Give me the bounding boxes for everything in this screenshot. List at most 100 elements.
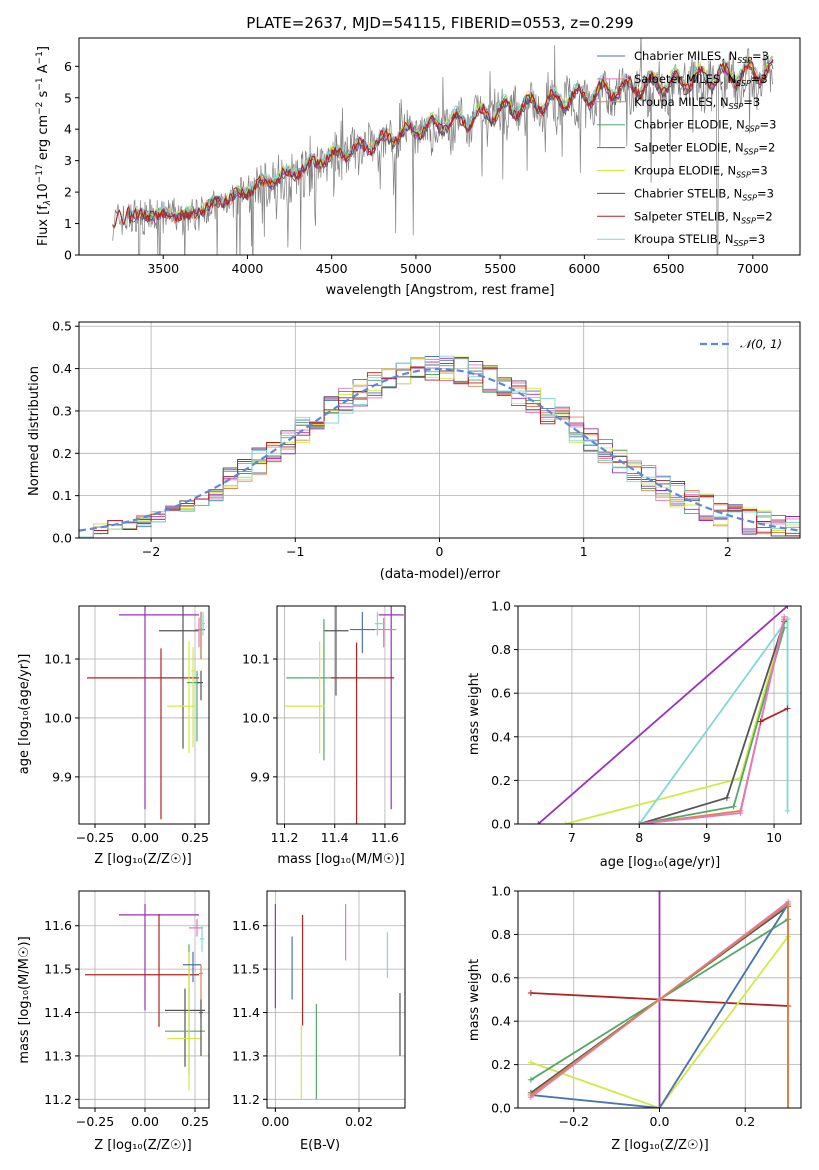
- y-tick-label: 0.4: [52, 361, 72, 376]
- x-tick-label: 0.25: [181, 1114, 209, 1129]
- y-tick-label: 0.6: [491, 970, 511, 985]
- axes-frame: [276, 605, 406, 825]
- x-tick-label: 0.00: [131, 830, 159, 845]
- x-tick-label: −0.2: [559, 1114, 589, 1129]
- x-tick-label: 0: [436, 544, 444, 559]
- y-tick-label: 10.1: [44, 652, 72, 667]
- axes-frame: [78, 890, 210, 1109]
- z-mass-ylabel: mass [log₁₀(M/M☉)]: [17, 936, 32, 1063]
- y-tick-label: 0.0: [491, 1101, 511, 1116]
- z-weight-line-kroupa_miles: [530, 902, 789, 1108]
- legend-label-sub: SSP: [744, 148, 759, 157]
- legend-label-main: Kroupa ELODIE, N: [634, 164, 736, 178]
- y-tick-label: 11.6: [44, 918, 72, 933]
- z-age-ylabel: age [log₁₀(age/yr)]: [17, 654, 32, 775]
- y-tick-label: 11.6: [232, 918, 260, 933]
- x-tick-label: 0.2: [735, 1114, 755, 1129]
- legend-label-sub: SSP: [741, 216, 756, 225]
- legend-label-main: Kroupa MILES, N: [634, 95, 729, 109]
- legend-label-main: Kroupa STELIB, N: [634, 232, 734, 246]
- legend-label-salpeter_stelib: Salpeter STELIB, NSSP=2: [634, 209, 773, 225]
- y-tick-label: 1.0: [491, 884, 511, 899]
- y-tick-label: 4: [64, 122, 72, 137]
- legend-label-kroupa_elodie: Kroupa ELODIE, NSSP=3: [634, 164, 768, 180]
- age-massweight-ylabel: mass weight: [467, 673, 482, 755]
- plot-area: [274, 904, 401, 1100]
- z-weight-line-kroupa_elodie: [530, 936, 789, 1108]
- legend-label-main: Salpeter ELODIE, N: [634, 141, 744, 155]
- y-tick-label: 9.9: [52, 769, 72, 784]
- axes-frame: [266, 890, 406, 1109]
- axes-frame: [517, 890, 802, 1109]
- legend-label-sub: SSP: [737, 56, 752, 65]
- y-tick-label: 0.1: [52, 488, 72, 503]
- mass-age-plot: 11.2 11.4 11.6 9.9 10.0 10.1: [242, 605, 406, 845]
- x-tick-label: −2: [142, 544, 160, 559]
- z-age-plot: −0.25 0.00 0.25 9.9 10.0 10.1: [44, 605, 210, 845]
- y-tick-label: 11.2: [232, 1092, 260, 1107]
- x-tick-label: −0.25: [76, 830, 114, 845]
- y-tick-label: 0.2: [491, 1057, 511, 1072]
- spectrum-xlabel: wavelength [Angstrom, rest frame]: [326, 283, 555, 298]
- x-tick-label: 0.02: [345, 1114, 373, 1129]
- x-tick-label: −1: [286, 544, 304, 559]
- x-tick-label: 8: [635, 830, 643, 845]
- y-tick-label: 0.4: [491, 729, 511, 744]
- y-tick-label: 10.1: [242, 652, 270, 667]
- plot-area: [112, 38, 774, 255]
- legend-label-kroupa_miles: Kroupa MILES, NSSP=3: [634, 95, 760, 111]
- axes-frame: [78, 321, 801, 539]
- y-tick-label: 0.2: [491, 773, 511, 788]
- y-tick-label: 11.5: [44, 962, 72, 977]
- legend-label-salpeter_miles: Salpeter MILES, NSSP=3: [634, 72, 768, 88]
- y-tick-label: 11.3: [232, 1048, 260, 1063]
- spectrum-ylabel: Flux [fλ10−17 erg cm−2 s−1 A−1]: [35, 46, 53, 246]
- mass-age-xlabel: mass [log₁₀(M/M☉)]: [277, 852, 404, 867]
- x-tick-label: 6000: [568, 261, 600, 276]
- y-tick-label: 10.0: [44, 710, 72, 725]
- x-tick-label: −0.25: [76, 1114, 114, 1129]
- y-tick-label: 0.4: [491, 1014, 511, 1029]
- z-mass-plot: −0.25 0.00 0.25 11.2 11.3 11.4 11.5 11.6: [44, 890, 210, 1129]
- residual-ylabel: Normed distribution: [27, 366, 42, 496]
- axes-frame: [517, 605, 802, 825]
- spectrum-plot: 3500 4000 4500 5000 5500 6000 6500 7000 0 1 2 3 4 5 6 C…: [64, 37, 801, 276]
- x-tick-label: 11.2: [271, 830, 299, 845]
- legend-label-tail: =3: [751, 164, 768, 178]
- y-tick-label: 0.8: [491, 642, 511, 657]
- legend-label-sub: SSP: [729, 102, 744, 111]
- z-massweight-ylabel: mass weight: [467, 959, 482, 1041]
- z-weight-line-chabrier_miles: [530, 903, 789, 1108]
- ebv-mass-xlabel: E(B-V): [300, 1138, 340, 1153]
- y-tick-label: 11.4: [232, 1005, 260, 1020]
- residual-plot: −2 −1 0 1 2 0.0 0.1 0.2 0.3 0.4 0.5 𝒩(0, 1): [52, 319, 801, 559]
- legend-label-chabrier_elodie: Chabrier ELODIE, NSSP=3: [634, 118, 776, 134]
- legend-label-sub: SSP: [742, 193, 757, 202]
- legend-label-chabrier_miles: Chabrier MILES, NSSP=3: [634, 49, 769, 65]
- legend-label-main: Chabrier STELIB, N: [634, 186, 742, 200]
- age-massweight-plot: 7 8 9 10 0.0 0.2 0.4 0.6 0.8 1.0: [491, 599, 802, 845]
- y-tick-label: 11.3: [44, 1048, 72, 1063]
- x-tick-label: 4000: [232, 261, 264, 276]
- x-tick-label: 11.6: [371, 830, 399, 845]
- y-tick-label: 0.3: [52, 403, 72, 418]
- x-tick-label: 0.0: [650, 1114, 670, 1129]
- age-weight-line-salpeter_stelib: [760, 707, 788, 723]
- x-tick-label: 3500: [147, 261, 179, 276]
- legend-label-tail: =3: [751, 72, 768, 86]
- y-tick-label: 1.0: [491, 599, 511, 614]
- plot-area: [87, 606, 205, 820]
- y-tick-label: 5: [64, 90, 72, 105]
- y-tick-label: 9.9: [250, 769, 270, 784]
- x-tick-label: 9: [703, 830, 711, 845]
- x-tick-label: 1: [580, 544, 588, 559]
- legend-label-main: Chabrier ELODIE, N: [634, 118, 745, 132]
- x-tick-label: 5000: [400, 261, 432, 276]
- residual-histogram-kroupa_stelib: [79, 355, 800, 538]
- legend-label-tail: =2: [758, 141, 775, 155]
- x-tick-label: 11.4: [321, 830, 349, 845]
- legend-label-main: Salpeter STELIB, N: [634, 209, 741, 223]
- y-tick-label: 0.8: [491, 927, 511, 942]
- legend-label-tail: =2: [756, 209, 773, 223]
